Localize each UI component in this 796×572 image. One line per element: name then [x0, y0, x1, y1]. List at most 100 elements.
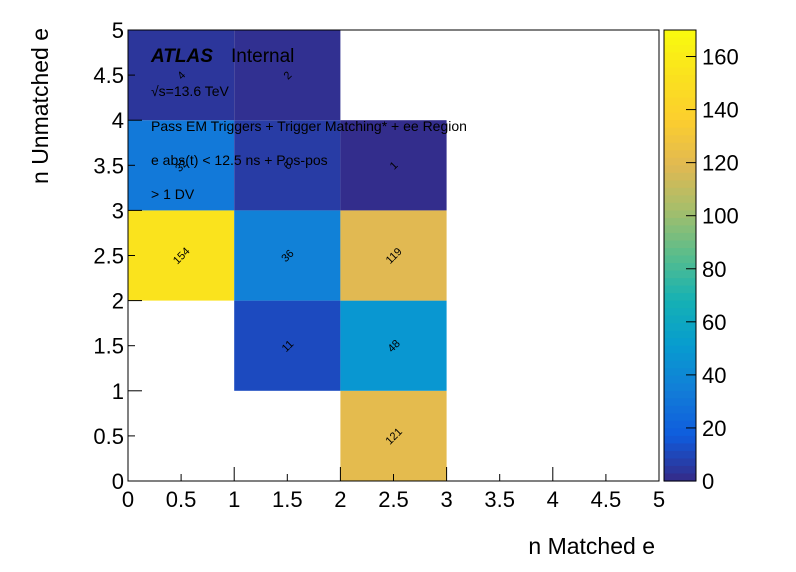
x-tick-label: 3.5 — [484, 487, 515, 512]
colorbar-segment — [664, 390, 696, 399]
colorbar-segment — [664, 345, 696, 354]
y-tick-label: 0 — [112, 469, 124, 494]
colorbar: 0 20 40 60 80 100 120 140 160 — [663, 29, 739, 494]
colorbar-segment — [664, 428, 696, 437]
x-tick-label: 1.5 — [272, 487, 303, 512]
colorbar-segment — [664, 75, 696, 84]
colorbar-segment — [664, 255, 696, 264]
x-tick-label: 2.5 — [378, 487, 409, 512]
colorbar-segment — [664, 165, 696, 174]
colorbar-segment — [664, 210, 696, 219]
y-tick-label: 2.5 — [93, 244, 124, 269]
colorbar-segment — [664, 172, 696, 181]
colorbar-tick-label: 100 — [702, 204, 739, 229]
x-axis: 0 0.5 1 1.5 2 2.5 3 3.5 4 4.5 5 — [122, 467, 665, 512]
colorbar-tick-label: 40 — [702, 363, 726, 388]
colorbar-segment — [664, 383, 696, 392]
colorbar-segment — [664, 375, 696, 384]
colorbar-segment — [664, 338, 696, 347]
colorbar-segment — [664, 225, 696, 234]
colorbar-segment — [664, 195, 696, 204]
internal-label: Internal — [231, 46, 294, 67]
colorbar-segment — [664, 45, 696, 54]
colorbar-tick-label: 20 — [702, 416, 726, 441]
colorbar-segment — [664, 330, 696, 339]
colorbar-segment — [664, 450, 696, 460]
colorbar-segment — [664, 202, 696, 211]
colorbar-segment — [664, 232, 696, 242]
y-tick-label: 3.5 — [93, 153, 124, 178]
x-tick-label: 4.5 — [591, 487, 622, 512]
colorbar-segment — [664, 285, 696, 294]
heatmap-cell — [234, 300, 341, 391]
colorbar-segment — [664, 52, 696, 61]
colorbar-segment — [664, 127, 696, 136]
y-tick-label: 5 — [112, 18, 124, 43]
atlas-label: ATLAS — [150, 46, 213, 67]
colorbar-segment — [664, 323, 696, 332]
energy-label: √s=13.6 TeV — [151, 83, 230, 99]
colorbar-segment — [664, 315, 696, 324]
colorbar-segment — [664, 157, 696, 166]
colorbar-segment — [664, 90, 696, 99]
x-tick-label: 0.5 — [166, 487, 197, 512]
colorbar-segment — [664, 217, 696, 227]
colorbar-segment — [664, 270, 696, 279]
colorbar-segment — [664, 278, 696, 287]
colorbar-segment — [664, 435, 696, 445]
y-tick-label: 4.5 — [93, 63, 124, 88]
y-axis: 0 0.5 1 1.5 2 2.5 3 3.5 4 4.5 5 — [93, 18, 142, 494]
colorbar-segment — [664, 465, 696, 475]
colorbar-tick-label: 120 — [702, 151, 739, 176]
colorbar-tick-label: 140 — [702, 98, 739, 123]
colorbar-segment — [664, 97, 696, 106]
heatmap-cell — [128, 30, 235, 121]
timing-charge-label: e abs(t) < 12.5 ns + Pos-pos — [151, 152, 328, 168]
heatmap-cell — [128, 120, 235, 211]
heatmap-cell — [234, 30, 341, 121]
x-axis-title: n Matched e — [528, 533, 655, 559]
colorbar-segment — [664, 405, 696, 414]
colorbar-tick-label: 0 — [702, 469, 714, 494]
dv-label: > 1 DV — [151, 186, 195, 202]
heatmap-cell — [234, 210, 341, 301]
colorbar-segment — [664, 82, 696, 91]
colorbar-segment — [664, 293, 696, 302]
heatmap-cell — [128, 210, 235, 301]
selection-label: Pass EM Triggers + Trigger Matching* + e… — [151, 118, 467, 134]
x-tick-label: 5 — [653, 487, 665, 512]
x-tick-label: 0 — [122, 487, 134, 512]
colorbar-segment — [664, 135, 696, 144]
y-tick-label: 4 — [112, 108, 124, 133]
heatmap-cells — [128, 30, 447, 481]
y-tick-label: 1.5 — [93, 334, 124, 359]
x-tick-label: 1 — [228, 487, 240, 512]
colorbar-segment — [664, 458, 696, 467]
colorbar-segment — [664, 180, 696, 189]
colorbar-segment — [664, 150, 696, 159]
colorbar-segment — [664, 473, 696, 482]
colorbar-segment — [664, 60, 696, 69]
heatmap-cell — [340, 390, 447, 481]
colorbar-segment — [664, 120, 696, 129]
y-tick-label: 2 — [112, 289, 124, 314]
colorbar-segment — [664, 30, 696, 39]
colorbar-segment — [664, 368, 696, 377]
colorbar-tick-label: 60 — [702, 310, 726, 335]
annotation-block: ATLAS Internal √s=13.6 TeV Pass EM Trigg… — [150, 46, 467, 202]
heatmap-cell — [340, 210, 447, 301]
colorbar-segment — [664, 37, 696, 46]
colorbar-segment — [664, 263, 696, 272]
colorbar-tick-label: 80 — [702, 257, 726, 282]
colorbar-segment — [664, 300, 696, 309]
x-tick-label: 4 — [547, 487, 559, 512]
heatmap-cell — [234, 120, 341, 211]
y-axis-title: n Unmatched e — [27, 28, 53, 184]
y-tick-label: 1 — [112, 379, 124, 404]
colorbar-segment — [664, 142, 696, 151]
x-tick-label: 3 — [440, 487, 452, 512]
y-tick-label: 3 — [112, 198, 124, 223]
y-tick-label: 0.5 — [93, 424, 124, 449]
colorbar-frame — [663, 29, 697, 482]
colorbar-segment — [664, 413, 696, 422]
